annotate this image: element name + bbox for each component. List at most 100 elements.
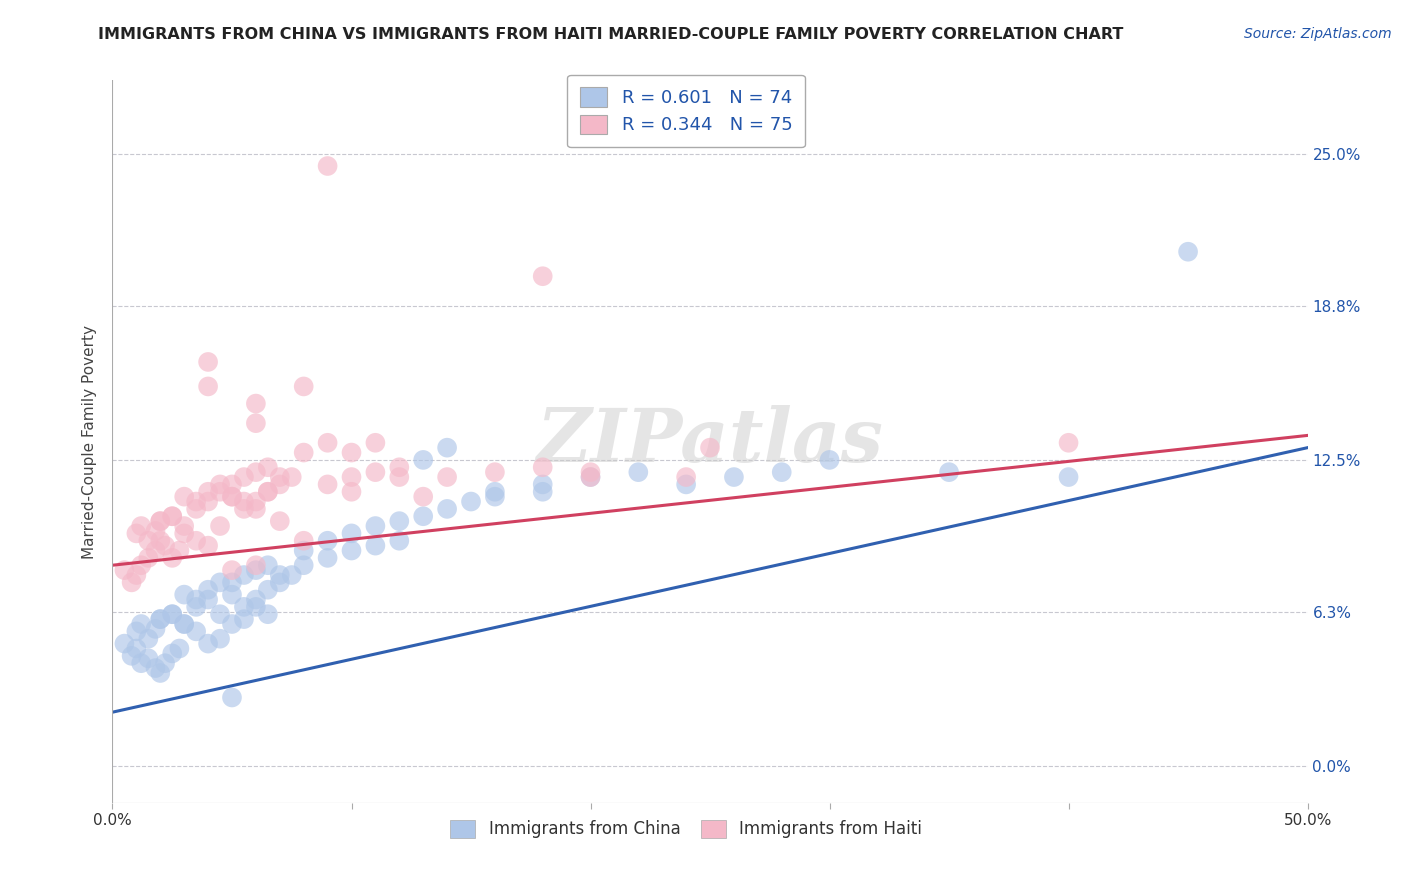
Point bbox=[579, 470, 602, 484]
Point bbox=[129, 558, 152, 573]
Point bbox=[245, 416, 267, 430]
Point bbox=[125, 526, 148, 541]
Point bbox=[233, 612, 256, 626]
Point bbox=[233, 568, 256, 582]
Point bbox=[412, 490, 434, 504]
Point bbox=[245, 558, 267, 573]
Point bbox=[675, 470, 697, 484]
Point bbox=[125, 641, 148, 656]
Point bbox=[316, 533, 339, 548]
Point bbox=[269, 477, 291, 491]
Point bbox=[149, 612, 172, 626]
Point bbox=[221, 588, 243, 602]
Point bbox=[197, 355, 219, 369]
Point bbox=[145, 661, 167, 675]
Point bbox=[388, 460, 411, 475]
Point bbox=[221, 575, 243, 590]
Point bbox=[138, 533, 160, 548]
Point bbox=[340, 445, 363, 459]
Point bbox=[129, 519, 152, 533]
Point bbox=[484, 465, 506, 479]
Point bbox=[186, 502, 208, 516]
Point bbox=[209, 632, 232, 646]
Point bbox=[281, 470, 304, 484]
Point bbox=[209, 575, 232, 590]
Point bbox=[162, 550, 183, 565]
Point bbox=[245, 599, 267, 614]
Point bbox=[340, 484, 363, 499]
Point bbox=[245, 465, 267, 479]
Point bbox=[1177, 244, 1199, 259]
Point bbox=[197, 379, 219, 393]
Point bbox=[269, 575, 291, 590]
Point bbox=[169, 641, 191, 656]
Point bbox=[221, 690, 243, 705]
Point bbox=[162, 509, 183, 524]
Point bbox=[221, 563, 243, 577]
Point bbox=[364, 435, 387, 450]
Point bbox=[186, 592, 208, 607]
Point bbox=[364, 519, 387, 533]
Text: IMMIGRANTS FROM CHINA VS IMMIGRANTS FROM HAITI MARRIED-COUPLE FAMILY POVERTY COR: IMMIGRANTS FROM CHINA VS IMMIGRANTS FROM… bbox=[98, 27, 1123, 42]
Point bbox=[138, 651, 160, 665]
Point bbox=[138, 550, 160, 565]
Point bbox=[114, 637, 135, 651]
Point bbox=[364, 539, 387, 553]
Point bbox=[162, 509, 183, 524]
Point bbox=[209, 484, 232, 499]
Point bbox=[316, 550, 339, 565]
Point bbox=[186, 533, 208, 548]
Point bbox=[173, 617, 195, 632]
Point bbox=[149, 612, 172, 626]
Point bbox=[245, 396, 267, 410]
Point bbox=[269, 568, 291, 582]
Point bbox=[233, 494, 256, 508]
Point bbox=[938, 465, 960, 479]
Point bbox=[114, 563, 135, 577]
Point bbox=[257, 607, 280, 622]
Point bbox=[412, 453, 434, 467]
Point bbox=[257, 582, 280, 597]
Point bbox=[233, 599, 256, 614]
Point bbox=[257, 484, 280, 499]
Point bbox=[579, 465, 602, 479]
Point bbox=[436, 502, 458, 516]
Point bbox=[245, 563, 267, 577]
Point bbox=[292, 445, 315, 459]
Point bbox=[209, 607, 232, 622]
Point bbox=[412, 509, 434, 524]
Point bbox=[173, 519, 195, 533]
Point bbox=[221, 490, 243, 504]
Point bbox=[221, 477, 243, 491]
Point bbox=[197, 592, 219, 607]
Point bbox=[484, 490, 506, 504]
Point bbox=[675, 477, 697, 491]
Point bbox=[145, 622, 167, 636]
Point bbox=[186, 599, 208, 614]
Point bbox=[257, 460, 280, 475]
Point bbox=[153, 539, 176, 553]
Point bbox=[186, 624, 208, 639]
Point bbox=[245, 494, 267, 508]
Point bbox=[173, 526, 195, 541]
Point bbox=[173, 490, 195, 504]
Point bbox=[149, 514, 172, 528]
Point bbox=[723, 470, 745, 484]
Point bbox=[531, 460, 554, 475]
Point bbox=[209, 519, 232, 533]
Point bbox=[388, 470, 411, 484]
Point bbox=[121, 575, 143, 590]
Point bbox=[340, 470, 363, 484]
Y-axis label: Married-Couple Family Poverty: Married-Couple Family Poverty bbox=[82, 325, 97, 558]
Point bbox=[245, 592, 267, 607]
Point bbox=[531, 484, 554, 499]
Point bbox=[699, 441, 721, 455]
Point bbox=[129, 656, 152, 670]
Point bbox=[162, 607, 183, 622]
Point bbox=[129, 617, 152, 632]
Point bbox=[245, 502, 267, 516]
Point bbox=[233, 502, 256, 516]
Point bbox=[436, 470, 458, 484]
Point bbox=[388, 514, 411, 528]
Point bbox=[269, 470, 291, 484]
